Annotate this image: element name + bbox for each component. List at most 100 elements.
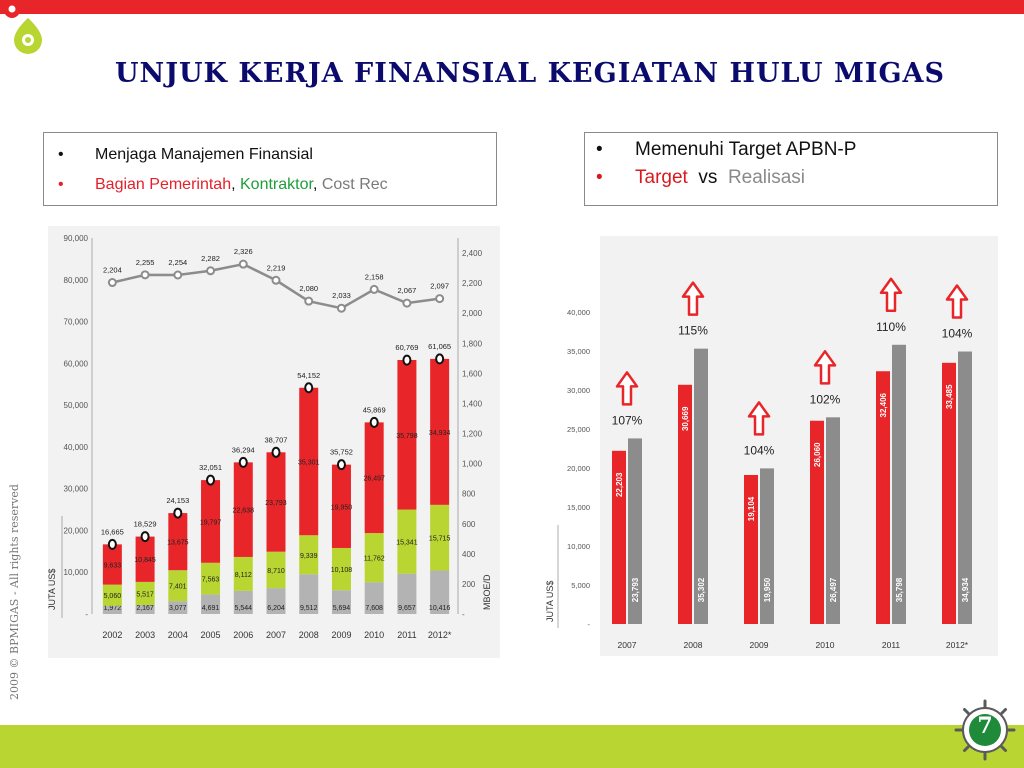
bar-total-label: 38,707	[265, 435, 288, 444]
x-tick-label: 2008	[684, 640, 703, 650]
bar-total-label: 45,869	[363, 405, 386, 414]
bar-segment	[397, 573, 417, 614]
realisasi-bar	[694, 348, 708, 624]
target-bar-label: 32,406	[879, 392, 888, 417]
realisasi-bar-label: 23,793	[631, 577, 640, 602]
bar-segment-label: 15,715	[429, 536, 451, 543]
y-tick-label: 30,000	[64, 485, 89, 494]
realisasi-bar	[892, 344, 906, 624]
bar-total-label: 24,153	[166, 496, 189, 505]
bar-segment-label: 8,710	[267, 568, 285, 575]
x-tick-label: 2011	[882, 640, 901, 650]
x-tick-label: 2011	[397, 630, 416, 640]
target-bar-label: 33,485	[945, 384, 954, 409]
bar-segment	[135, 581, 155, 605]
bar-total-label: 60,769	[395, 343, 418, 352]
legend-vs: vs	[698, 167, 718, 188]
bar-total-label: 16,665	[101, 527, 124, 536]
ship-wheel-icon	[954, 699, 1016, 761]
production-point	[107, 278, 117, 288]
bar-segment	[331, 547, 351, 591]
bar-segment-label: 15,341	[396, 540, 418, 547]
bar-segment	[331, 464, 351, 548]
copyright-text: 2009 © BPMIGAS - All rights reserved	[8, 484, 21, 700]
bar-top-marker	[435, 353, 445, 365]
bar-segment-label: 5,544	[235, 605, 253, 612]
bar-segment-label: 4,691	[202, 605, 220, 612]
y-axis-label: JUTA US$	[545, 581, 555, 622]
target-bar-label: 30,669	[681, 406, 690, 431]
bar-total-label: 54,152	[297, 371, 320, 380]
y-tick-label: -	[85, 610, 88, 619]
percent-label: 104%	[942, 327, 973, 341]
bar-top-marker	[238, 456, 248, 468]
x-tick-label: 2010	[364, 630, 384, 640]
bar-segment-label: 5,060	[104, 593, 122, 600]
bar-segment	[364, 422, 384, 534]
bar-top-marker	[206, 474, 216, 486]
x-tick-label: 2012*	[428, 630, 452, 640]
bar-segment	[233, 556, 253, 591]
bar-segment	[201, 594, 221, 614]
x-tick-label: 2010	[816, 640, 835, 650]
bar-segment	[397, 360, 417, 510]
y2-tick-label: 2,400	[462, 249, 483, 258]
page-number: 7	[977, 713, 993, 739]
bar-segment-label: 6,204	[267, 605, 285, 612]
bottom-green-bar	[0, 725, 1024, 768]
logo-icon	[4, 0, 42, 54]
copyright: 2009 © BPMIGAS - All rights reserved	[8, 484, 22, 700]
production-label: 2,158	[365, 272, 384, 281]
y-tick-label: 90,000	[64, 234, 89, 243]
bar-segment-label: 3,077	[169, 605, 187, 612]
target-bar-label: 19,104	[747, 496, 756, 521]
bar-segment-label: 7,401	[169, 584, 187, 591]
bar-segment	[135, 604, 155, 614]
x-tick-label: 2006	[233, 630, 253, 640]
left-bullet-1: • Menjaga Manajemen Finansial	[44, 140, 496, 170]
y2-tick-label: 400	[462, 550, 476, 559]
up-arrow-icon	[615, 371, 639, 406]
bar-segment	[430, 570, 450, 614]
bar-top-marker	[336, 459, 346, 471]
production-point	[238, 259, 248, 269]
realisasi-bar-label: 35,302	[697, 577, 706, 602]
production-point	[435, 294, 445, 304]
bar-segment	[233, 462, 253, 557]
y-tick-label: 10,000	[567, 542, 590, 551]
bar-segment-label: 10,845	[134, 557, 156, 564]
bar-segment	[299, 535, 319, 575]
bar-segment-label: 11,762	[364, 556, 385, 563]
bar-segment-label: 7,563	[202, 577, 220, 584]
realisasi-bar-label: 34,934	[961, 577, 970, 602]
bar-segment-label: 7,608	[365, 605, 383, 612]
y2-tick-label: 1,400	[462, 399, 483, 408]
realisasi-bar	[958, 351, 972, 624]
bar-segment-label: 35,798	[396, 433, 418, 440]
y2-tick-label: 200	[462, 580, 476, 589]
target-vs-realisasi-chart: - 5,000 10,000 15,000 20,000 25,000 30,000 35,0…	[545, 236, 998, 656]
production-label: 2,080	[299, 284, 318, 293]
realisasi-bar	[826, 417, 840, 624]
x-tick-label: 2004	[168, 630, 188, 640]
legend-kontraktor: Kontraktor	[240, 176, 313, 193]
y2-tick-label: 800	[462, 490, 476, 499]
bar-top-marker	[173, 507, 183, 519]
left-text-box: • Menjaga Manajemen Finansial • Bagian P…	[43, 132, 497, 206]
bar-top-marker	[271, 446, 281, 458]
realisasi-bar	[760, 468, 774, 624]
bar-segment-label: 5,517	[136, 591, 154, 598]
y-tick-label: 40,000	[567, 308, 590, 317]
percent-label: 115%	[678, 324, 708, 338]
bar-segment-label: 10,108	[331, 567, 353, 574]
y-tick-label: 60,000	[64, 359, 89, 368]
production-label: 2,326	[234, 247, 253, 256]
production-label: 2,067	[398, 286, 417, 295]
y-tick-label: 15,000	[567, 503, 590, 512]
bullet-icon: •	[596, 167, 603, 188]
x-tick-label: 2002	[102, 630, 122, 640]
x-tick-label: 2007	[266, 630, 286, 640]
bar-segment-label: 13,675	[167, 540, 189, 547]
bar-segment	[168, 513, 188, 571]
bar-segment	[266, 588, 286, 614]
